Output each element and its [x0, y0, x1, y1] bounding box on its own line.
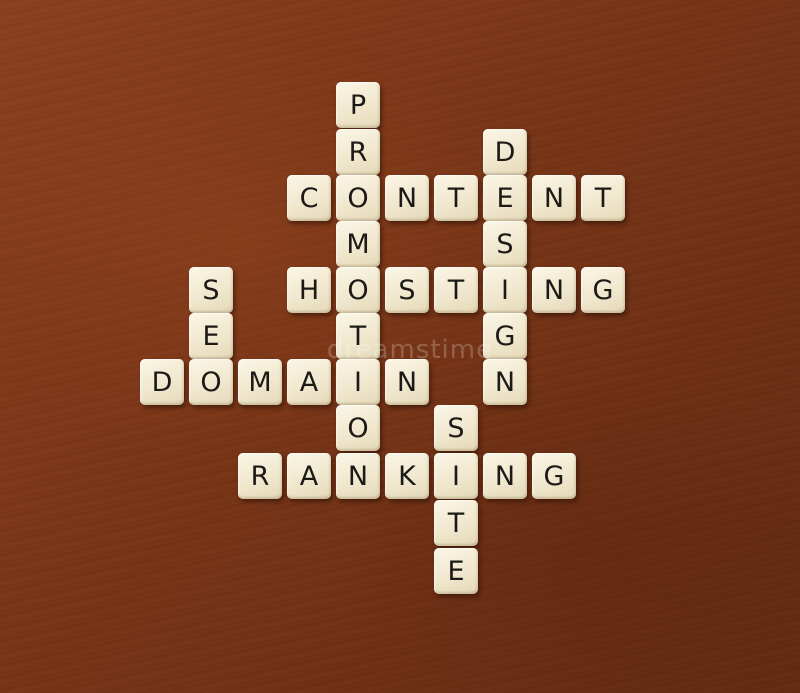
letter-tile: C — [287, 175, 331, 221]
letter-tile: O — [189, 359, 233, 405]
letter-tile: N — [483, 453, 527, 499]
letter-tile: S — [189, 267, 233, 313]
letter-tile: E — [189, 313, 233, 359]
letter-tile: R — [238, 453, 282, 499]
letter-tile: G — [581, 267, 625, 313]
letter-tile: N — [336, 453, 380, 499]
letter-tile: S — [483, 221, 527, 267]
letter-tile: S — [385, 267, 429, 313]
letter-tile: T — [434, 175, 478, 221]
letter-tile: O — [336, 267, 380, 313]
letter-tile: O — [336, 175, 380, 221]
letter-tile: P — [336, 82, 380, 128]
letter-tile: A — [287, 453, 331, 499]
letter-tile: N — [532, 175, 576, 221]
letter-tile: T — [336, 313, 380, 359]
letter-tile: S — [434, 405, 478, 451]
letter-tile: T — [434, 500, 478, 546]
letter-tile: I — [434, 453, 478, 499]
letter-tile: N — [385, 175, 429, 221]
letter-tile: N — [483, 359, 527, 405]
letter-tile: N — [532, 267, 576, 313]
letter-tile: I — [336, 359, 380, 405]
letter-tile: D — [483, 129, 527, 175]
letter-tile: R — [336, 129, 380, 175]
letter-tile: M — [238, 359, 282, 405]
letter-tile: A — [287, 359, 331, 405]
letter-tile: T — [434, 267, 478, 313]
letter-tile: E — [434, 548, 478, 594]
letter-tile: K — [385, 453, 429, 499]
letter-tile: M — [336, 221, 380, 267]
letter-tile: D — [140, 359, 184, 405]
letter-tile: T — [581, 175, 625, 221]
letter-tile: G — [532, 453, 576, 499]
letter-tile: G — [483, 313, 527, 359]
letter-tile: E — [483, 175, 527, 221]
letter-tile: H — [287, 267, 331, 313]
letter-tile: O — [336, 405, 380, 451]
letter-tile: I — [483, 267, 527, 313]
letter-tile: N — [385, 359, 429, 405]
